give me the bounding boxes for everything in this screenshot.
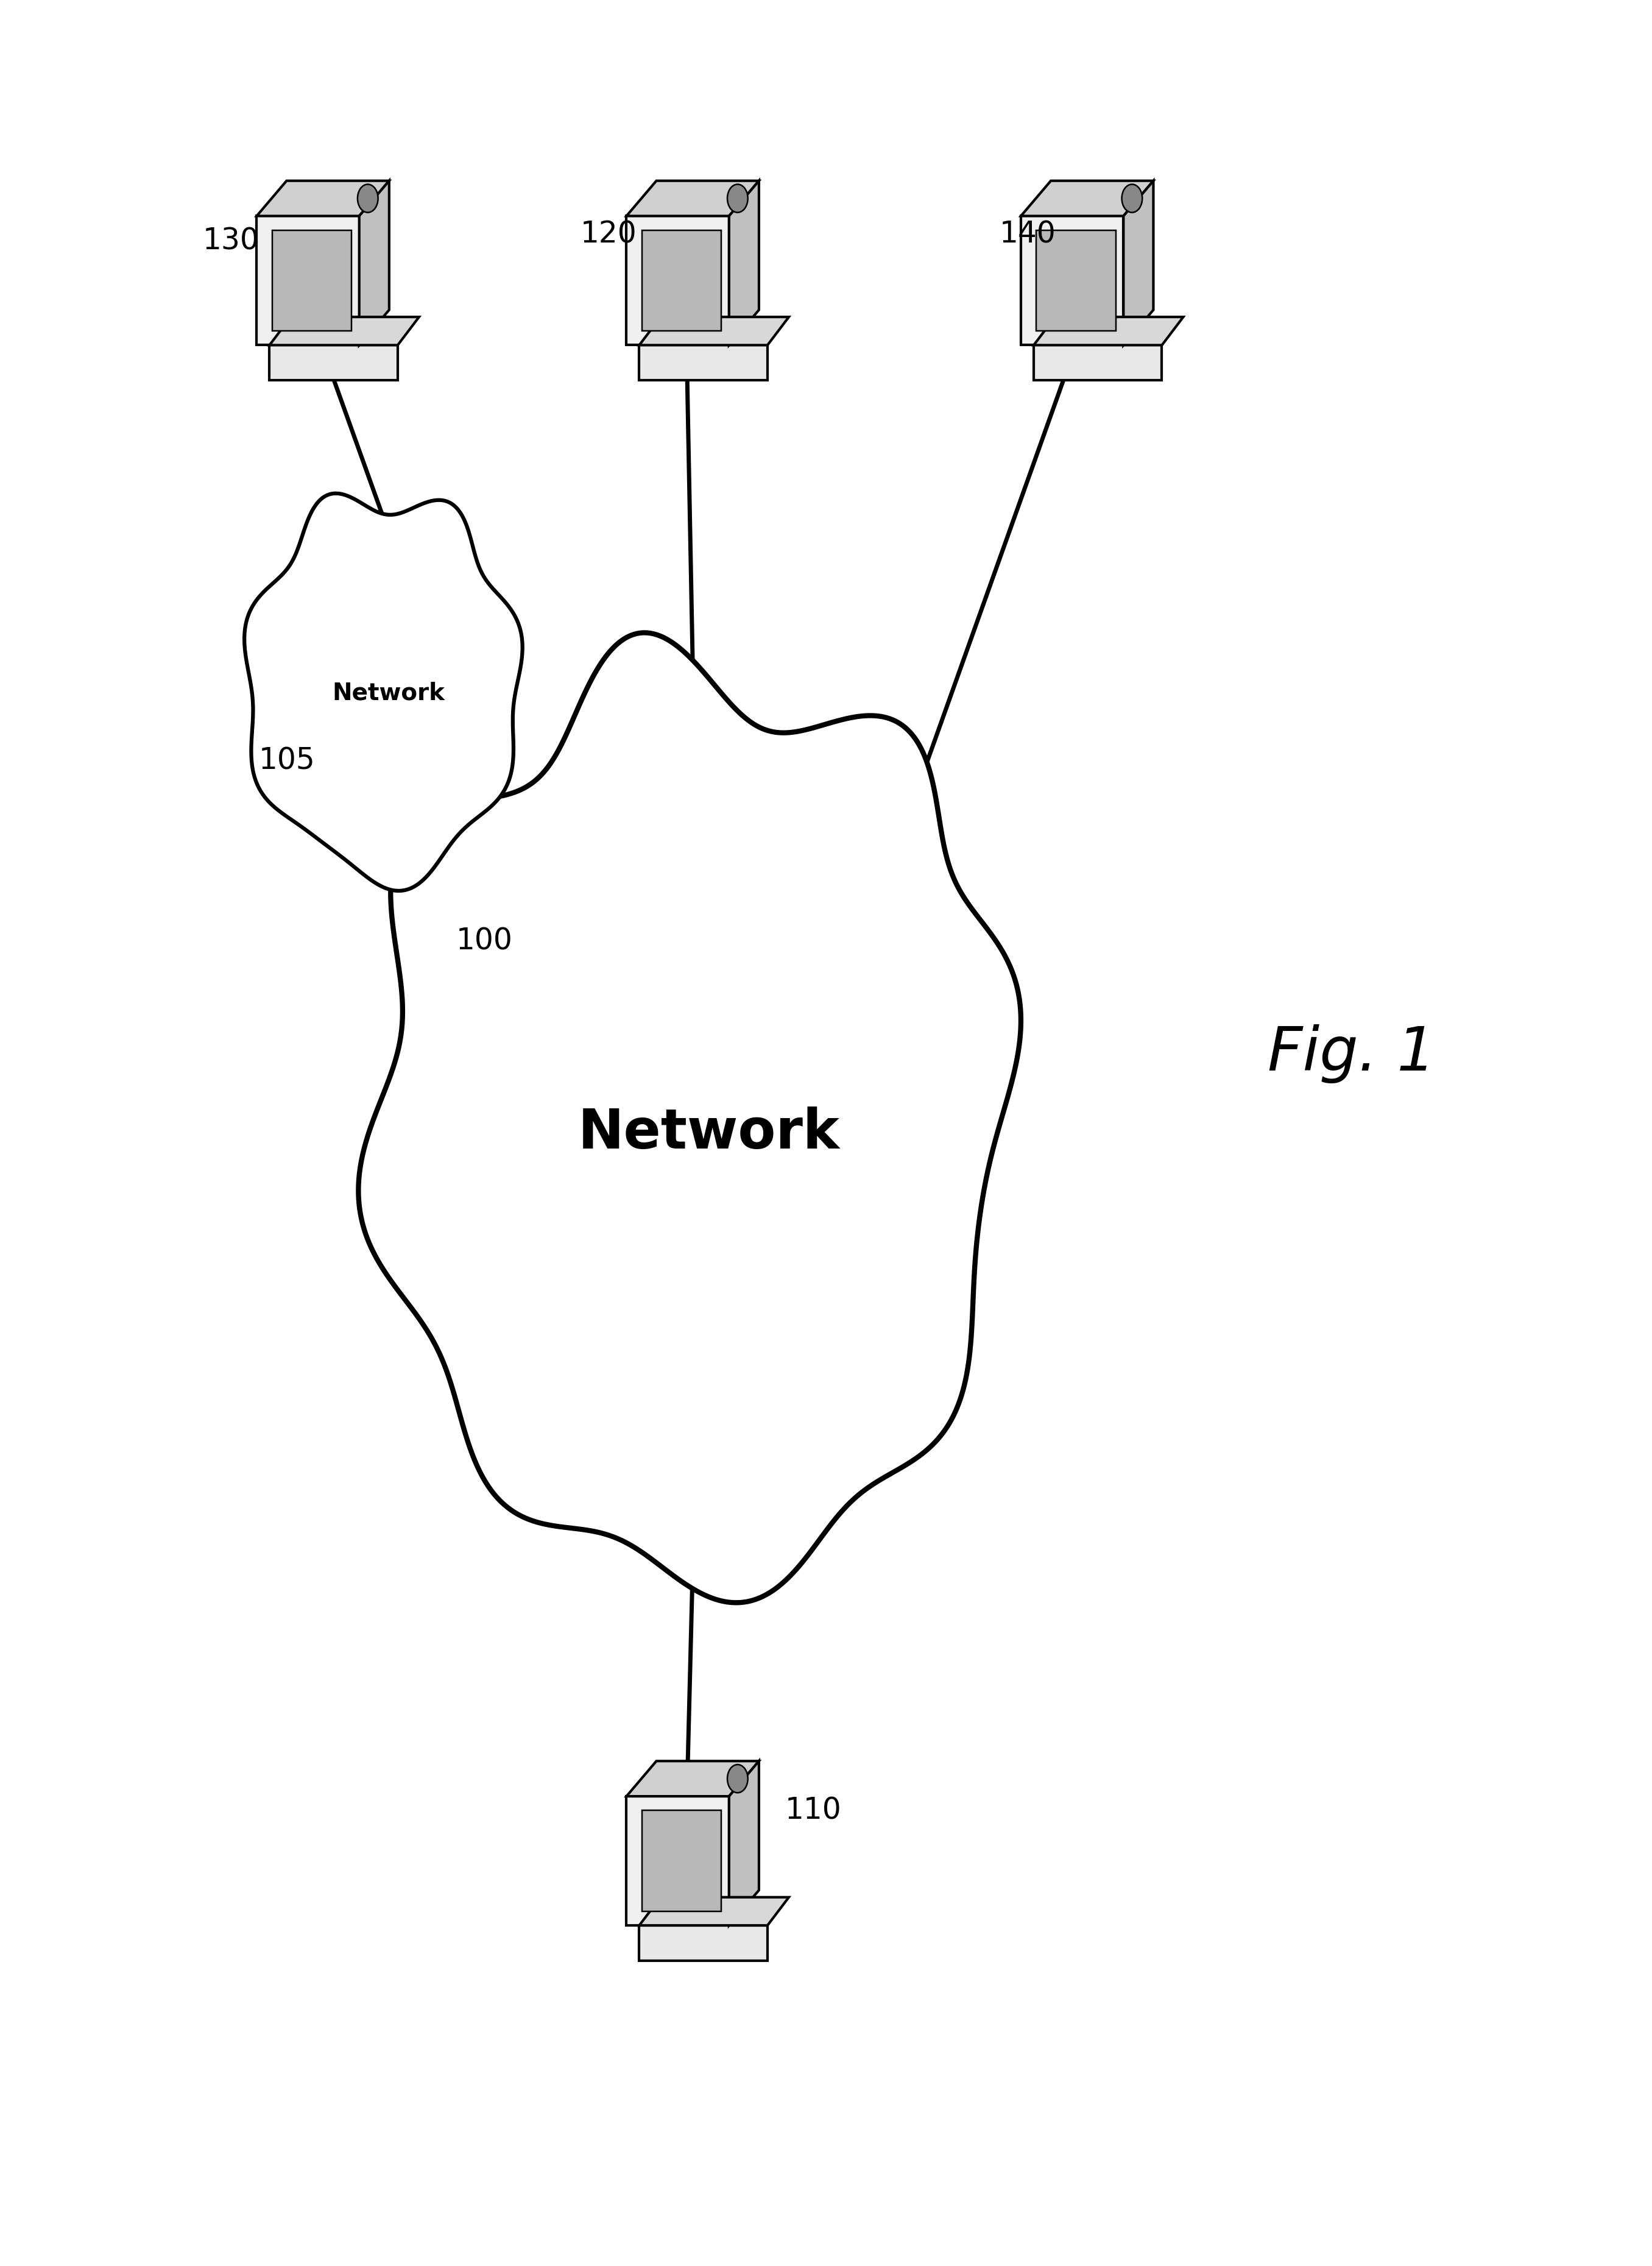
Polygon shape — [729, 181, 758, 344]
Text: 100: 100 — [456, 927, 512, 956]
Polygon shape — [643, 1811, 722, 1910]
Text: Fig. 1: Fig. 1 — [1267, 1024, 1436, 1083]
Polygon shape — [639, 1926, 768, 1960]
Text: 130: 130 — [203, 227, 259, 256]
Polygon shape — [256, 181, 390, 215]
Polygon shape — [1021, 215, 1123, 344]
Polygon shape — [358, 632, 1021, 1602]
Polygon shape — [626, 1797, 729, 1926]
Polygon shape — [1021, 181, 1153, 215]
Polygon shape — [643, 231, 722, 331]
Polygon shape — [244, 494, 522, 891]
Text: 120: 120 — [580, 220, 638, 249]
Polygon shape — [639, 1897, 790, 1926]
Polygon shape — [1123, 181, 1153, 344]
Text: 105: 105 — [259, 746, 316, 775]
Polygon shape — [269, 344, 398, 381]
Text: 140: 140 — [999, 220, 1056, 249]
Polygon shape — [626, 1761, 758, 1797]
Polygon shape — [729, 1761, 758, 1926]
Polygon shape — [256, 215, 358, 344]
Polygon shape — [1034, 317, 1183, 344]
Polygon shape — [273, 231, 352, 331]
Circle shape — [1122, 184, 1142, 213]
Text: Network: Network — [332, 682, 444, 705]
Text: Network: Network — [578, 1106, 839, 1160]
Text: 110: 110 — [785, 1795, 841, 1824]
Polygon shape — [626, 215, 729, 344]
Circle shape — [727, 184, 748, 213]
Polygon shape — [1036, 231, 1115, 331]
Polygon shape — [269, 317, 420, 344]
Polygon shape — [358, 181, 390, 344]
Polygon shape — [639, 317, 790, 344]
Polygon shape — [1034, 344, 1161, 381]
Polygon shape — [626, 181, 758, 215]
Circle shape — [727, 1765, 748, 1792]
Polygon shape — [639, 344, 768, 381]
Circle shape — [357, 184, 378, 213]
